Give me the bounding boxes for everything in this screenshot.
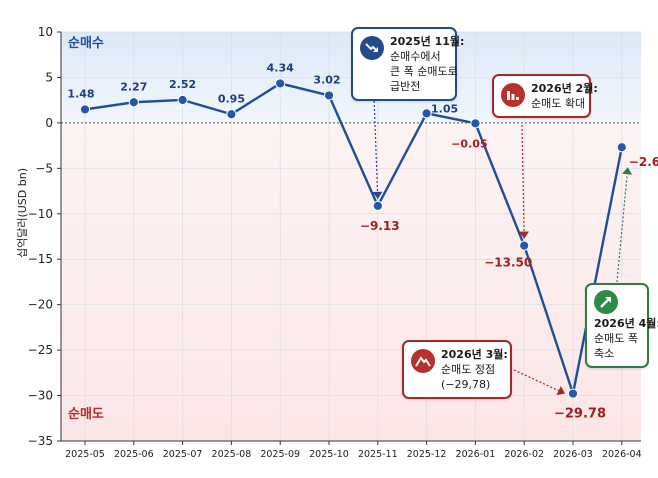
connector-mar (513, 369, 566, 395)
x-tick-label: 2025-05 (65, 449, 105, 460)
x-tick-label: 2026-03 (553, 449, 593, 460)
data-point (226, 109, 237, 120)
data-label: 2.52 (169, 78, 196, 91)
data-point (323, 90, 335, 101)
y-tick-labels: 10 5 0 −5 −10 −15 −20 −25 −30 −35 (28, 25, 61, 448)
mountain-peak-icon (411, 349, 435, 373)
data-markers (79, 78, 627, 399)
x-tick-label: 2025-06 (114, 449, 154, 460)
data-label: 4.34 (267, 61, 294, 74)
data-label: −0.05 (451, 137, 487, 150)
data-point (519, 240, 530, 251)
annotation-line: 순매도 확대 (531, 97, 586, 110)
x-tick-label: 2025-11 (358, 449, 398, 460)
annotation-nov-2025: 2025년 11월: 순매수에서 큰 폭 순매도로 급반전 (351, 27, 464, 101)
x-tick-label: 2026-02 (504, 449, 544, 460)
data-label: −13.50 (484, 256, 532, 270)
y-tick-label: −30 (28, 389, 53, 403)
annotation-feb-2026: 2026년 2월: 순매도 확대 (492, 74, 598, 118)
data-label: 0.95 (218, 92, 245, 105)
annotation-heading: 2026년 2월: (531, 82, 598, 95)
x-tick-label: 2025-09 (260, 449, 300, 460)
data-point (470, 118, 481, 129)
x-tick-label: 2025-12 (407, 449, 447, 460)
connector-apr (616, 167, 629, 283)
data-label: 1.48 (67, 87, 94, 100)
x-tick-label: 2026-04 (602, 449, 642, 460)
data-label: −29.78 (554, 407, 606, 422)
annotation-line: 순매수에서 (390, 50, 441, 63)
y-tick-label: 10 (38, 25, 53, 39)
net-buy-region-label: 순매수 (68, 36, 104, 51)
connector-arrowhead (372, 191, 383, 199)
y-tick-label: −15 (28, 252, 53, 266)
annotation-line: 순매도 폭 (594, 332, 638, 345)
falling-bars-icon (501, 83, 525, 107)
data-point (275, 78, 286, 89)
annotation-line: 급반전 (390, 80, 421, 93)
data-point (567, 388, 579, 399)
x-tick-labels: 2025-05 2025-06 2025-07 2025-08 2025-09 2025-… (65, 441, 642, 460)
connector-arrowhead (556, 386, 565, 396)
series-line (84, 82, 623, 395)
net-sell-region-label: 순매도 (68, 407, 104, 422)
annotation-line: 큰 폭 순매도로 (390, 65, 458, 78)
data-point (421, 108, 432, 119)
x-tick-label: 2025-10 (309, 449, 349, 460)
y-tick-label: 0 (45, 116, 53, 130)
y-tick-label: −35 (28, 434, 53, 448)
y-tick-label: −10 (28, 207, 53, 221)
y-tick-label: −20 (28, 298, 53, 312)
y-axis-label: 십억달러(USD bn) (16, 168, 29, 258)
annotation-mar-2026: 2026년 3월: 순매도 정점 (−29,78) (402, 340, 512, 399)
x-tick-label: 2025-07 (163, 449, 203, 460)
annotation-heading: 2025년 11월: (390, 35, 465, 48)
annotation-line: 축소 (594, 347, 615, 360)
data-label: −9.13 (360, 219, 400, 233)
data-point (177, 94, 188, 106)
connector-feb (521, 124, 525, 239)
data-point (616, 142, 627, 153)
data-point (128, 97, 139, 108)
data-point (372, 200, 383, 211)
gridlines (61, 31, 641, 441)
connector-arrowhead (622, 167, 633, 175)
y-tick-label: −5 (35, 161, 53, 175)
connector-arrowhead (519, 231, 530, 239)
trend-up-icon (594, 290, 618, 314)
negative-region (61, 122, 641, 441)
data-label: 3.02 (313, 73, 340, 86)
trend-down-icon (360, 36, 384, 60)
connector-nov (373, 96, 379, 199)
y-tick-label: −25 (28, 343, 53, 357)
annotation-line: (−29,78) (441, 378, 491, 391)
annotation-connectors (372, 96, 633, 396)
x-tick-label: 2026-01 (456, 449, 496, 460)
data-label: 1.05 (431, 102, 458, 115)
annotation-line: 순매도 정점 (441, 363, 496, 376)
data-point (79, 104, 91, 115)
annotation-heading: 2026년 3월: (441, 348, 508, 361)
y-tick-label: 5 (45, 70, 53, 84)
annotation-apr-2026: 2026년 4월: 순매도 폭 축소 (585, 283, 658, 368)
data-labels: 1.48 2.27 2.52 0.95 4.34 3.02 −9.13 1.05 −0.05 −1… (67, 61, 658, 421)
annotation-heading: 2026년 4월: (594, 317, 658, 330)
data-label: −2.68 (629, 155, 658, 169)
x-tick-label: 2025-08 (212, 449, 252, 460)
data-label: 2.27 (120, 80, 147, 93)
